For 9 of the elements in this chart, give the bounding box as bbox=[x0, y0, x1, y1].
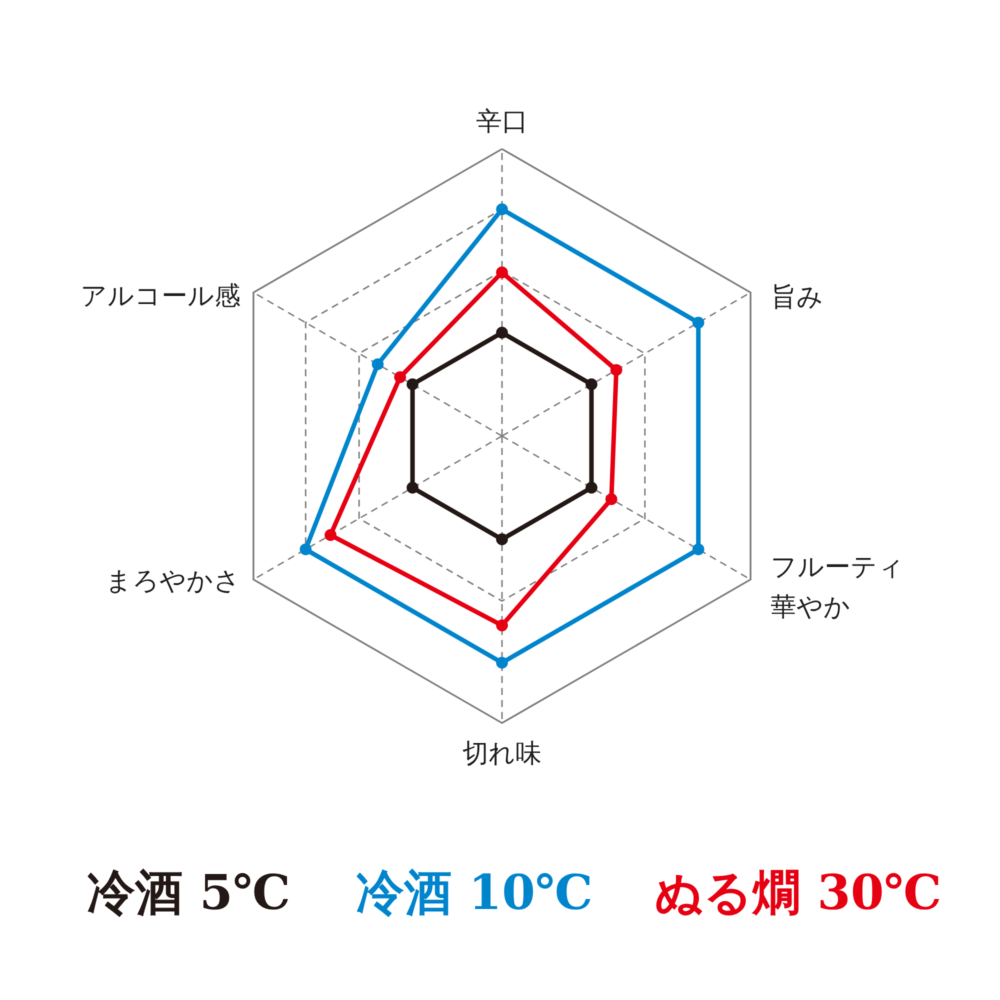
spoke-label: 切れ味 bbox=[462, 739, 542, 769]
text: 冷酒 10℃ bbox=[356, 865, 593, 921]
spoke-label: まろやかさ bbox=[105, 566, 240, 596]
spoke-label: フルーティ華やか bbox=[770, 552, 905, 622]
spoke-label: アルコール感 bbox=[80, 282, 240, 312]
spoke-label: 旨み bbox=[770, 282, 824, 312]
text: 冷酒 5℃ bbox=[86, 865, 290, 921]
spoke-label: 辛口 bbox=[476, 107, 528, 137]
text: ぬる燗 30℃ bbox=[654, 865, 942, 921]
